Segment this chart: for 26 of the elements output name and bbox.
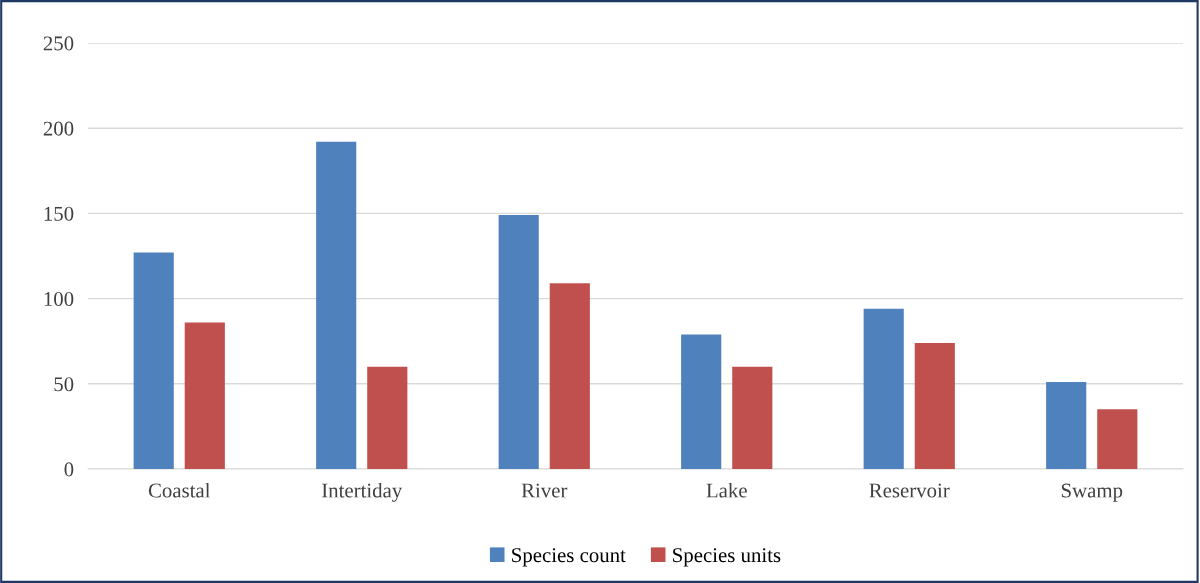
y-tick-label: 50 — [54, 377, 74, 392]
x-tick-label: Swamp — [1061, 483, 1123, 502]
legend-label: Species units — [673, 548, 781, 567]
y-tick-label: 250 — [43, 36, 74, 51]
x-tick-label: Reservoir — [869, 483, 950, 498]
y-tick-label: 0 — [64, 462, 74, 477]
x-tick-label: Intertiday — [322, 482, 403, 502]
bar — [316, 141, 357, 469]
x-tick-label: Coastal — [148, 482, 211, 498]
bar — [732, 366, 773, 469]
bar — [863, 308, 904, 469]
legend-label: Species count — [512, 548, 626, 567]
bar — [367, 366, 408, 469]
y-tick-label: 150 — [44, 206, 74, 221]
bar — [1097, 409, 1138, 469]
x-tick-label: River — [521, 483, 568, 498]
bar — [498, 215, 539, 469]
y-tick-label: 100 — [44, 291, 74, 307]
bar — [184, 322, 225, 469]
bar — [681, 334, 722, 469]
y-tick-label: 200 — [43, 121, 74, 136]
bar — [914, 342, 955, 469]
bar — [549, 283, 590, 469]
x-tick-label: Lake — [706, 482, 747, 498]
bar — [133, 252, 174, 469]
bar — [1046, 382, 1087, 469]
